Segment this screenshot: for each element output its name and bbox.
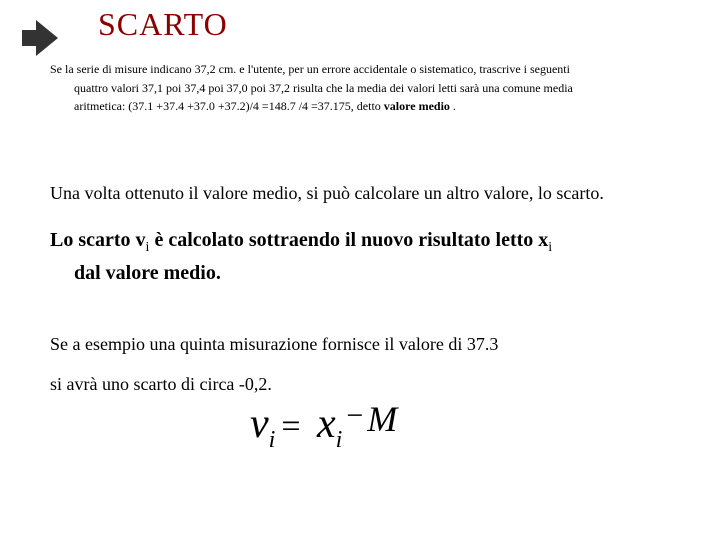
para1-line3: aritmetica: (37.1 +37.4 +37.0 +37.2)/4 =… [50,97,700,116]
para3-b: è calcolato sottraendo il nuovo risultat… [149,229,548,251]
para1-bold: valore medio [384,99,450,113]
paragraph-esempio: Se a esempio una quinta misurazione forn… [50,330,700,359]
formula-i1: i [269,427,276,453]
formula-minus: − [346,399,363,432]
para3-sub2: i [548,240,552,255]
para3-a: Lo scarto v [50,229,146,251]
formula-eq: = [281,408,300,445]
paragraph-risultato: si avrà uno scarto di circa -0,2. [50,370,700,399]
formula-x: x [317,401,336,447]
para1-line2: quattro valori 37,1 poi 37,4 poi 37,0 po… [50,79,700,98]
formula-v: v [250,401,269,447]
para3-line1: Lo scarto v i è calcolato sottraendo il n… [50,225,700,258]
formula-i2: i [336,427,343,453]
paragraph-scarto-def: Lo scarto v i è calcolato sottraendo il n… [50,225,700,288]
para3-line2: dal valore medio. [50,258,700,288]
page-title: SCARTO [98,6,228,43]
formula-scarto: vi= xi−M [250,398,530,468]
para1-end: . [450,99,456,113]
paragraph-valore-medio: Una volta ottenuto il valore medio, si p… [50,180,700,207]
formula-m: M [367,399,397,439]
paragraph-intro: Se la serie di misure indicano 37,2 cm. … [50,60,700,116]
arrow-right-icon [20,18,60,58]
para1-line3-text: aritmetica: (37.1 +37.4 +37.0 +37.2)/4 =… [74,99,384,113]
para1-line1: Se la serie di misure indicano 37,2 cm. … [50,60,700,79]
